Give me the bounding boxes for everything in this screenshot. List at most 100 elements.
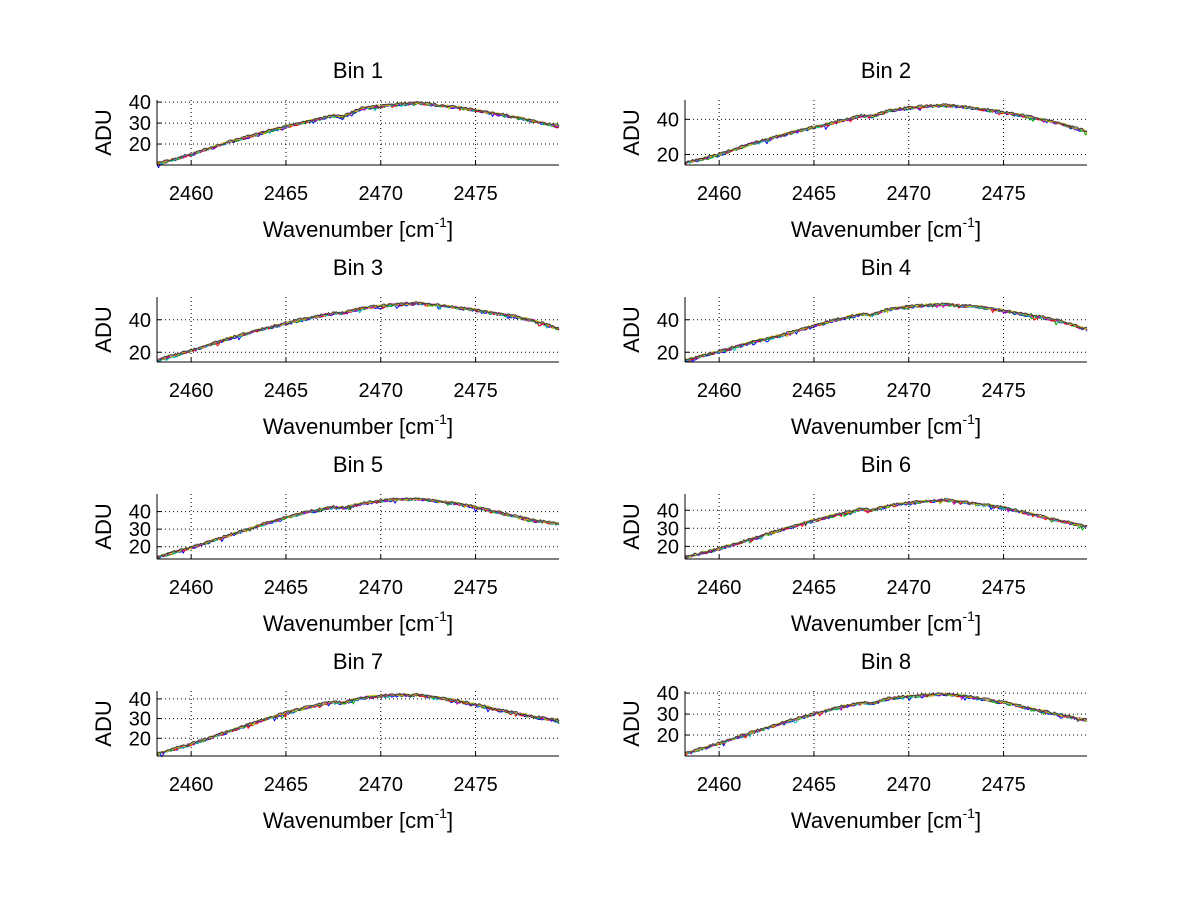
y-axis-label: ADU	[91, 503, 116, 549]
x-axis-label: Wavenumber [cm-1]	[791, 214, 981, 242]
series-line	[156, 693, 560, 755]
y-tick-label: 40	[129, 502, 151, 524]
x-tick-label: 2460	[169, 577, 214, 599]
x-tick-label: 2475	[453, 380, 498, 402]
x-axis-label-main: Wavenumber [cm	[263, 808, 435, 833]
x-tick-label: 2465	[792, 577, 837, 599]
y-tick-label: 20	[129, 728, 151, 750]
y-axis-label: ADU	[619, 306, 644, 352]
panel-title: Bin 2	[861, 58, 911, 83]
x-axis-label-close: ]	[447, 611, 453, 636]
panel-title: Bin 8	[861, 649, 911, 674]
x-tick-label: 2465	[264, 774, 309, 796]
subplot-bin-2: Bin 2 2460 2465 2470 2475 20 40 ADU Wavenumber […	[619, 58, 1088, 242]
series-line	[684, 103, 1088, 164]
x-axis-label-superscript: -1	[435, 608, 448, 624]
y-axis-label: ADU	[91, 700, 116, 746]
x-tick-label: 2460	[169, 774, 214, 796]
x-tick-label: 2460	[697, 577, 742, 599]
y-tick-label: 30	[129, 709, 151, 731]
x-tick-label: 2465	[264, 577, 309, 599]
plot-area	[685, 297, 1087, 362]
series-line	[684, 302, 1088, 361]
x-axis-label-main: Wavenumber [cm	[791, 217, 963, 242]
series-line	[156, 101, 560, 165]
x-tick-label: 2460	[697, 183, 742, 205]
y-tick-label: 40	[657, 310, 679, 332]
x-axis-label-main: Wavenumber [cm	[791, 611, 963, 636]
y-axis-label: ADU	[619, 700, 644, 746]
y-tick-label: 30	[129, 113, 151, 135]
y-tick-label: 40	[657, 683, 679, 705]
x-tick-label: 2475	[981, 183, 1026, 205]
series-line	[156, 692, 560, 755]
y-tick-label: 40	[657, 109, 679, 131]
x-axis-label-close: ]	[975, 217, 981, 242]
y-tick-label: 40	[129, 92, 151, 114]
x-axis-label: Wavenumber [cm-1]	[791, 805, 981, 833]
x-axis-label-superscript: -1	[963, 805, 976, 821]
panel-title: Bin 7	[333, 649, 383, 674]
series-line	[156, 301, 560, 362]
y-tick-label: 30	[657, 704, 679, 726]
y-tick-label: 20	[129, 537, 151, 559]
y-tick-label: 40	[657, 500, 679, 522]
x-tick-label: 2470	[887, 774, 932, 796]
x-axis-label: Wavenumber [cm-1]	[263, 214, 453, 242]
plot-area	[685, 691, 1087, 756]
x-axis-label-superscript: -1	[435, 805, 448, 821]
y-tick-label: 20	[657, 536, 679, 558]
x-tick-label: 2470	[887, 380, 932, 402]
plot-area	[685, 494, 1087, 559]
series-line	[684, 498, 1088, 557]
y-tick-label: 40	[129, 310, 151, 332]
x-tick-label: 2475	[453, 183, 498, 205]
x-axis-label: Wavenumber [cm-1]	[263, 608, 453, 636]
x-tick-label: 2475	[453, 577, 498, 599]
x-axis-label: Wavenumber [cm-1]	[263, 805, 453, 833]
y-tick-label: 20	[657, 342, 679, 364]
series-line	[684, 498, 1088, 558]
x-axis-label-main: Wavenumber [cm	[791, 808, 963, 833]
subplot-bin-3: Bin 3 2460 2465 2470 2475 20 40 ADU Wavenumber […	[91, 255, 560, 439]
x-axis-label-main: Wavenumber [cm	[263, 414, 435, 439]
x-tick-label: 2470	[359, 577, 404, 599]
x-axis-label-main: Wavenumber [cm	[263, 611, 435, 636]
plot-area	[157, 691, 559, 756]
x-tick-label: 2465	[264, 183, 309, 205]
y-tick-label: 20	[657, 725, 679, 747]
x-tick-label: 2465	[792, 774, 837, 796]
x-axis-label-superscript: -1	[963, 411, 976, 427]
y-tick-label: 20	[129, 134, 151, 156]
x-axis-label: Wavenumber [cm-1]	[791, 608, 981, 636]
series-line	[684, 692, 1088, 754]
x-tick-label: 2465	[792, 183, 837, 205]
x-tick-label: 2470	[887, 183, 932, 205]
x-tick-label: 2475	[981, 774, 1026, 796]
x-tick-label: 2460	[169, 183, 214, 205]
x-tick-label: 2470	[359, 183, 404, 205]
series-line	[156, 101, 560, 164]
x-axis-label-close: ]	[975, 611, 981, 636]
x-tick-label: 2460	[697, 774, 742, 796]
y-axis-label: ADU	[619, 109, 644, 155]
panel-title: Bin 1	[333, 58, 383, 83]
panel-title: Bin 3	[333, 255, 383, 280]
x-tick-label: 2465	[264, 380, 309, 402]
y-tick-label: 40	[129, 689, 151, 711]
x-axis-label-superscript: -1	[435, 411, 448, 427]
x-axis-label-superscript: -1	[963, 608, 976, 624]
x-axis-label-superscript: -1	[435, 214, 448, 230]
x-tick-label: 2475	[981, 380, 1026, 402]
y-axis-label: ADU	[619, 503, 644, 549]
series-line	[156, 497, 560, 557]
series-line	[684, 103, 1087, 164]
panel-title: Bin 4	[861, 255, 911, 280]
x-axis-label-close: ]	[975, 414, 981, 439]
panel-title: Bin 6	[861, 452, 911, 477]
x-tick-label: 2475	[981, 577, 1026, 599]
